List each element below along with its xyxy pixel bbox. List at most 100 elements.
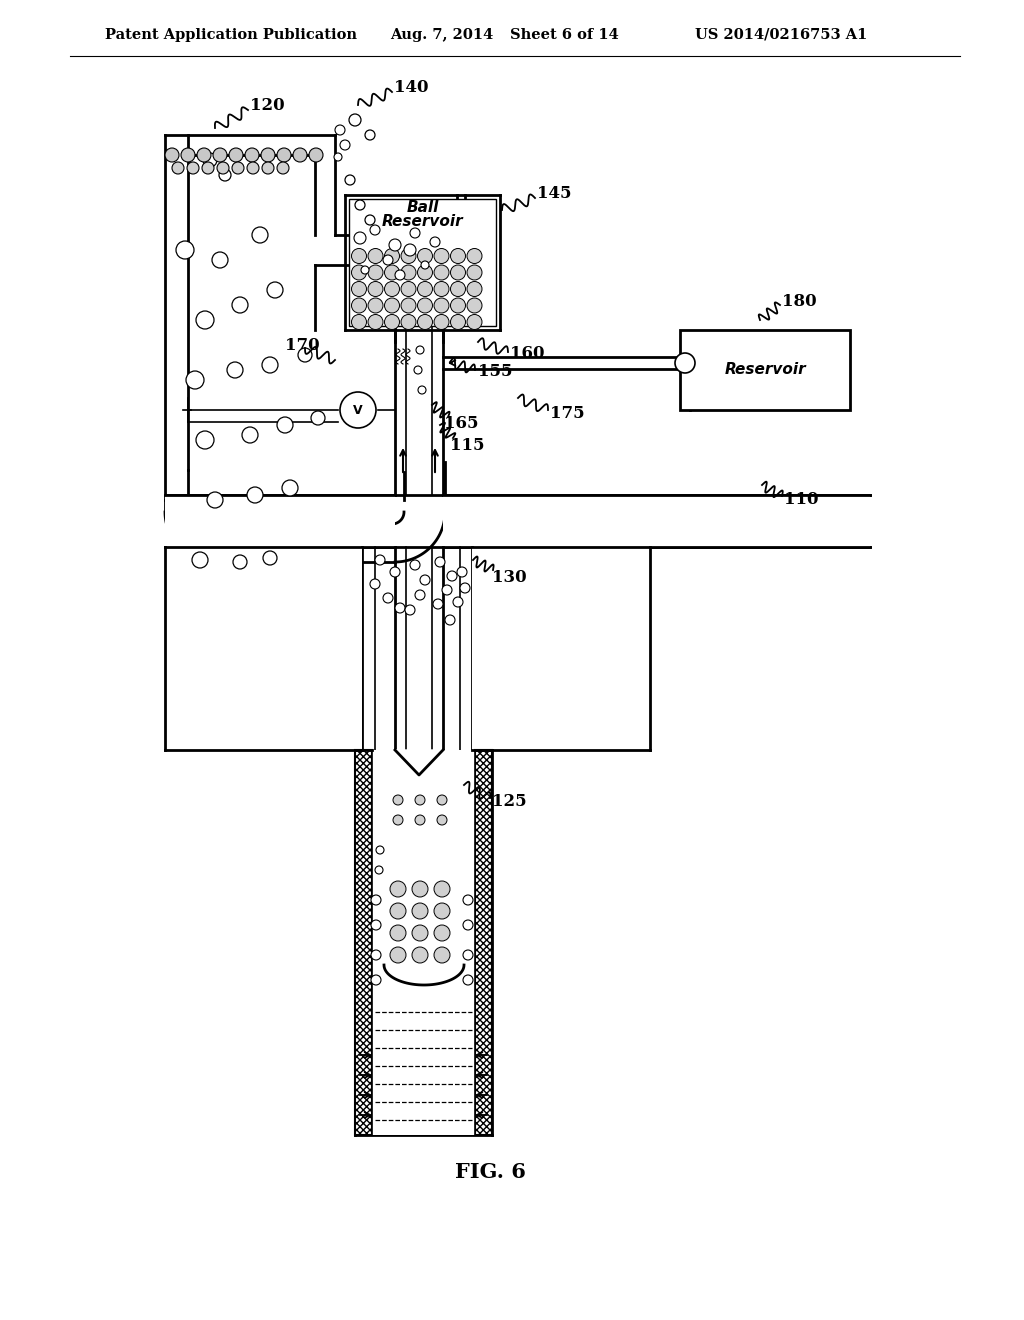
- Circle shape: [410, 560, 420, 570]
- Circle shape: [451, 265, 466, 280]
- Circle shape: [418, 265, 432, 280]
- Circle shape: [335, 125, 345, 135]
- Circle shape: [384, 314, 399, 330]
- Circle shape: [383, 255, 393, 265]
- Circle shape: [267, 282, 283, 298]
- Circle shape: [181, 148, 195, 162]
- Text: 170: 170: [285, 337, 319, 354]
- Circle shape: [351, 265, 367, 280]
- Circle shape: [355, 201, 365, 210]
- Circle shape: [293, 148, 307, 162]
- Circle shape: [207, 492, 223, 508]
- Circle shape: [415, 814, 425, 825]
- Circle shape: [247, 162, 259, 174]
- Text: 165: 165: [444, 416, 478, 433]
- Circle shape: [340, 140, 350, 150]
- Circle shape: [368, 248, 383, 264]
- Circle shape: [395, 271, 406, 280]
- Text: Ball: Ball: [407, 201, 438, 215]
- Circle shape: [351, 314, 367, 330]
- Bar: [165, 495, 395, 546]
- Circle shape: [451, 281, 466, 297]
- Text: Patent Application Publication: Patent Application Publication: [105, 28, 357, 42]
- Circle shape: [309, 148, 323, 162]
- Circle shape: [282, 480, 298, 496]
- Circle shape: [217, 162, 229, 174]
- Circle shape: [463, 975, 473, 985]
- Circle shape: [434, 903, 450, 919]
- Circle shape: [196, 432, 214, 449]
- Circle shape: [415, 795, 425, 805]
- Circle shape: [245, 148, 259, 162]
- Circle shape: [278, 148, 291, 162]
- Circle shape: [393, 814, 403, 825]
- Circle shape: [447, 572, 457, 581]
- Bar: [443, 495, 870, 546]
- Circle shape: [418, 281, 432, 297]
- Circle shape: [418, 385, 426, 393]
- Circle shape: [278, 417, 293, 433]
- Circle shape: [370, 579, 380, 589]
- Circle shape: [412, 880, 428, 898]
- Circle shape: [460, 583, 470, 593]
- Circle shape: [437, 795, 447, 805]
- Circle shape: [242, 426, 258, 444]
- Bar: [443, 495, 870, 546]
- Circle shape: [418, 298, 432, 313]
- Bar: [355, 750, 372, 1135]
- Circle shape: [418, 248, 432, 264]
- Circle shape: [384, 298, 399, 313]
- Circle shape: [445, 615, 455, 624]
- Circle shape: [404, 244, 416, 256]
- Circle shape: [467, 314, 482, 330]
- Circle shape: [453, 597, 463, 607]
- Circle shape: [430, 238, 440, 247]
- Circle shape: [371, 895, 381, 906]
- Circle shape: [463, 895, 473, 906]
- Circle shape: [311, 411, 325, 425]
- Circle shape: [433, 599, 443, 609]
- Circle shape: [232, 162, 244, 174]
- Circle shape: [457, 568, 467, 577]
- Bar: [165, 546, 362, 750]
- Circle shape: [434, 880, 450, 898]
- Polygon shape: [395, 750, 443, 775]
- Circle shape: [390, 946, 406, 964]
- Circle shape: [467, 281, 482, 297]
- Circle shape: [375, 554, 385, 565]
- Bar: [349, 199, 496, 326]
- Text: 160: 160: [510, 346, 545, 363]
- Circle shape: [434, 248, 449, 264]
- Bar: [475, 750, 492, 1135]
- Circle shape: [435, 557, 445, 568]
- Circle shape: [351, 248, 367, 264]
- Circle shape: [412, 903, 428, 919]
- Circle shape: [395, 603, 406, 612]
- Circle shape: [233, 554, 247, 569]
- Circle shape: [412, 946, 428, 964]
- Bar: [472, 546, 650, 750]
- Circle shape: [434, 265, 449, 280]
- Circle shape: [345, 176, 355, 185]
- Circle shape: [437, 814, 447, 825]
- Circle shape: [410, 228, 420, 238]
- Text: V: V: [353, 404, 362, 417]
- Circle shape: [376, 846, 384, 854]
- Circle shape: [219, 169, 231, 181]
- Circle shape: [416, 346, 424, 354]
- Circle shape: [384, 265, 399, 280]
- Text: Reservoir: Reservoir: [724, 363, 806, 378]
- Circle shape: [375, 866, 383, 874]
- Circle shape: [340, 392, 376, 428]
- Circle shape: [202, 162, 214, 174]
- Circle shape: [434, 925, 450, 941]
- Circle shape: [415, 590, 425, 601]
- Circle shape: [434, 281, 449, 297]
- Circle shape: [434, 314, 449, 330]
- Circle shape: [393, 795, 403, 805]
- Circle shape: [401, 248, 416, 264]
- Circle shape: [203, 153, 217, 168]
- Circle shape: [365, 215, 375, 224]
- Circle shape: [193, 552, 208, 568]
- Text: 180: 180: [782, 293, 816, 310]
